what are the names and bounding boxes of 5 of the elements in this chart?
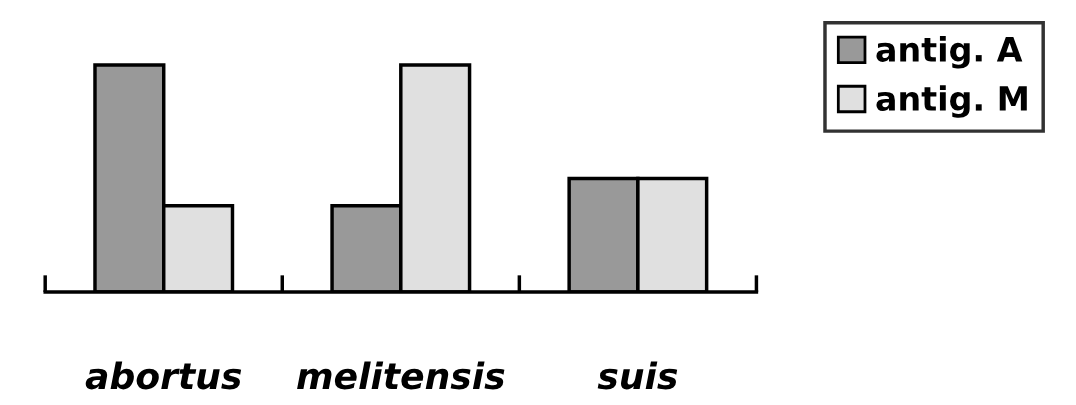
x-tick-label: abortus (85, 361, 242, 390)
x-tick-label: melitensis (297, 361, 505, 390)
legend-label: antig. A (876, 36, 1023, 69)
legend-label: antig. M (876, 85, 1027, 118)
x-tick-label: suis (597, 361, 678, 390)
